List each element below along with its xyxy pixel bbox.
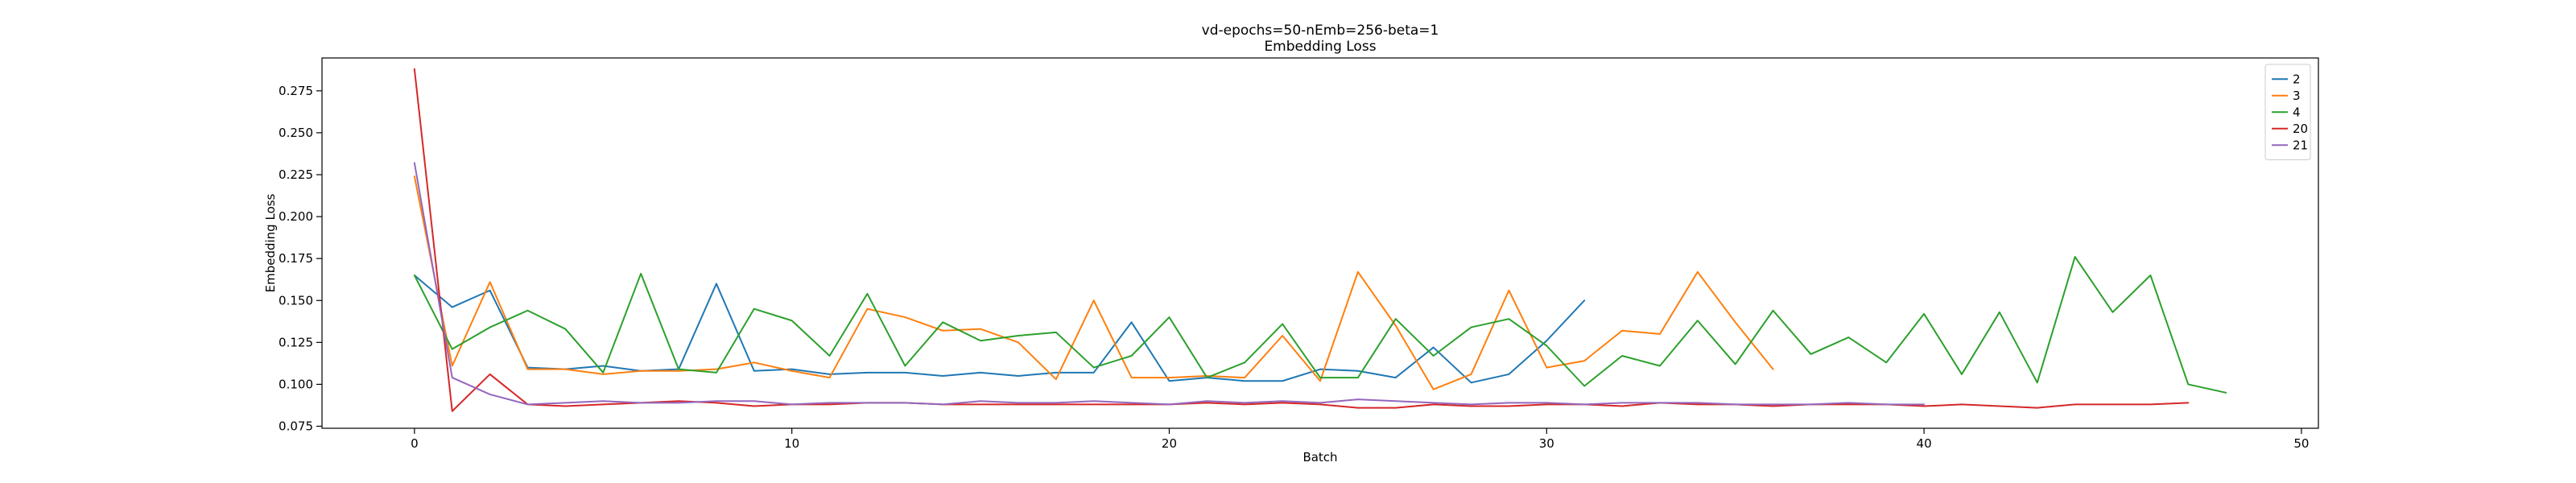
y-tick-label: 0.275 xyxy=(279,84,313,98)
legend-label-3: 3 xyxy=(2293,89,2301,103)
legend-label-20: 20 xyxy=(2293,122,2308,136)
series-line-21 xyxy=(413,162,1926,406)
legend-label-21: 21 xyxy=(2293,138,2308,152)
plot-frame xyxy=(321,57,2319,429)
y-tick-label: 0.225 xyxy=(279,167,313,182)
y-axis: 0.075 0.100 0.125 0.150 0.175 0.200 0.225 0.250… xyxy=(279,84,322,434)
x-tick-label: 30 xyxy=(1539,436,1554,451)
legend-label-4: 4 xyxy=(2293,105,2301,119)
x-tick-label: 40 xyxy=(1917,436,1932,451)
y-tick-label: 0.100 xyxy=(279,377,313,391)
y-tick-label: 0.075 xyxy=(279,419,313,434)
plot-series xyxy=(413,68,2227,412)
chart-subtitle: Embedding Loss xyxy=(1264,39,1376,55)
series-line-3 xyxy=(413,175,1774,390)
y-tick-label: 0.175 xyxy=(279,251,313,266)
x-axis-label: Batch xyxy=(1302,450,1337,464)
y-tick-label: 0.125 xyxy=(279,335,313,349)
x-tick-label: 20 xyxy=(1162,436,1177,451)
legend: 2 3 4 20 21 xyxy=(2264,64,2311,160)
legend-label-2: 2 xyxy=(2293,72,2301,86)
x-axis: 0 10 20 30 40 50 xyxy=(411,428,2309,451)
series-line-2 xyxy=(413,275,1586,384)
x-tick-label: 50 xyxy=(2293,436,2309,451)
y-tick-label: 0.150 xyxy=(279,293,313,308)
chart-title: vd-epochs=50-nEmb=256-beta=1 xyxy=(1202,23,1439,39)
y-axis-label: Embedding Loss xyxy=(263,193,278,292)
y-tick-label: 0.250 xyxy=(279,126,313,140)
series-line-4 xyxy=(413,256,2227,394)
y-tick-label: 0.200 xyxy=(279,209,313,224)
x-tick-label: 0 xyxy=(411,436,419,451)
series-line-20 xyxy=(413,68,2190,412)
x-tick-label: 10 xyxy=(784,436,799,451)
